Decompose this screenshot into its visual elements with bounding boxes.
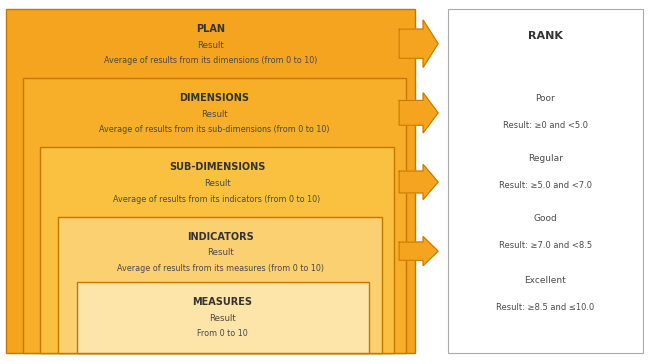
Text: Average of results from its indicators (from 0 to 10): Average of results from its indicators (… bbox=[114, 195, 321, 203]
Text: Excellent: Excellent bbox=[524, 276, 566, 285]
Text: Result: Result bbox=[197, 41, 225, 50]
Polygon shape bbox=[399, 165, 438, 199]
FancyBboxPatch shape bbox=[77, 282, 369, 353]
Text: Good: Good bbox=[533, 214, 557, 223]
Text: INDICATORS: INDICATORS bbox=[187, 232, 253, 242]
FancyBboxPatch shape bbox=[40, 147, 394, 353]
Text: Average of results from its measures (from 0 to 10): Average of results from its measures (fr… bbox=[117, 264, 323, 273]
Text: Result: Result bbox=[206, 249, 234, 257]
Text: DIMENSIONS: DIMENSIONS bbox=[179, 93, 249, 103]
Polygon shape bbox=[399, 20, 438, 67]
Text: Result: ≥7.0 and <8.5: Result: ≥7.0 and <8.5 bbox=[498, 241, 592, 250]
FancyBboxPatch shape bbox=[58, 217, 382, 353]
Text: Regular: Regular bbox=[528, 154, 563, 163]
Text: From 0 to 10: From 0 to 10 bbox=[197, 329, 248, 338]
Text: Result: Result bbox=[201, 110, 228, 119]
Text: PLAN: PLAN bbox=[197, 24, 225, 34]
Text: Average of results from its sub-dimensions (from 0 to 10): Average of results from its sub-dimensio… bbox=[99, 126, 330, 134]
FancyBboxPatch shape bbox=[6, 9, 415, 353]
Text: Result: ≥5.0 and <7.0: Result: ≥5.0 and <7.0 bbox=[498, 181, 592, 190]
Polygon shape bbox=[399, 93, 438, 133]
FancyBboxPatch shape bbox=[23, 78, 406, 353]
Text: SUB-DIMENSIONS: SUB-DIMENSIONS bbox=[169, 162, 265, 173]
Text: Result: Result bbox=[204, 179, 230, 188]
Text: RANK: RANK bbox=[528, 31, 563, 41]
Text: MEASURES: MEASURES bbox=[193, 297, 252, 307]
Text: Poor: Poor bbox=[535, 94, 555, 103]
Text: Result: ≥8.5 and ≤10.0: Result: ≥8.5 and ≤10.0 bbox=[496, 303, 594, 312]
Text: Result: ≥0 and <5.0: Result: ≥0 and <5.0 bbox=[503, 121, 587, 130]
Polygon shape bbox=[399, 237, 438, 266]
FancyBboxPatch shape bbox=[448, 9, 643, 353]
Text: Result: Result bbox=[209, 314, 236, 323]
Text: Average of results from its dimensions (from 0 to 10): Average of results from its dimensions (… bbox=[104, 56, 317, 65]
